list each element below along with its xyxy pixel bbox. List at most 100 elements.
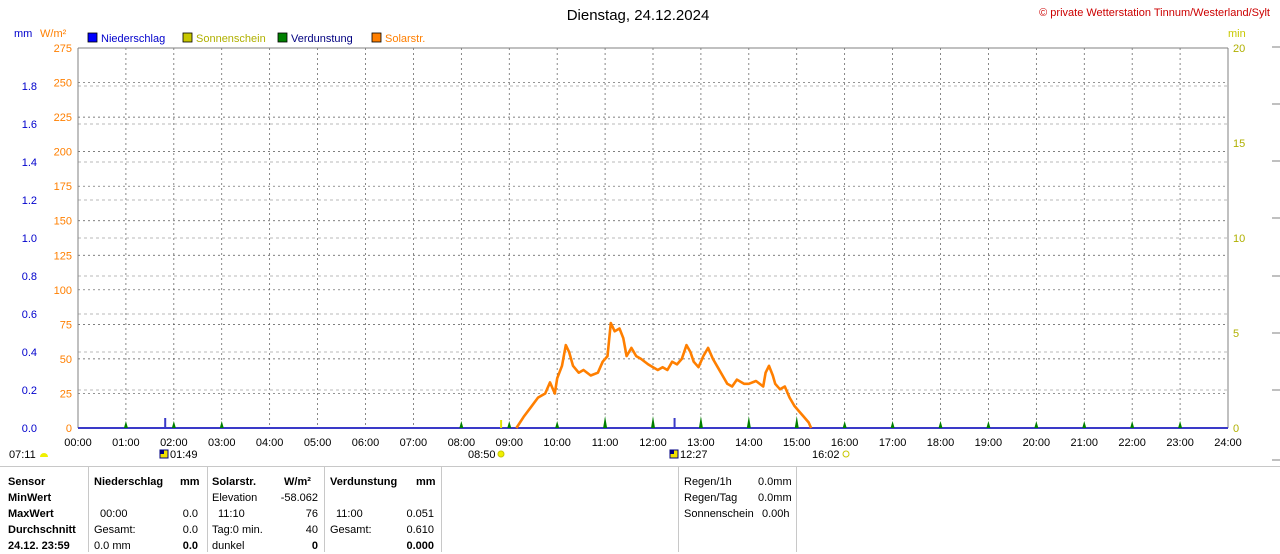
table-divider xyxy=(207,466,208,552)
x-tick-label: 03:00 xyxy=(208,437,236,449)
x-tick-label: 11:00 xyxy=(592,437,619,449)
unit-mm: mm xyxy=(14,28,32,40)
evaporation-marker xyxy=(794,416,799,428)
verdunstung-max-time: 11:00 xyxy=(336,508,363,520)
x-tick-label: 22:00 xyxy=(1118,437,1146,449)
niederschlag-max-time: 00:00 xyxy=(100,508,128,520)
astro-time-label: 16:02 xyxy=(812,449,840,461)
legend-label: Verdunstung xyxy=(291,33,353,45)
evaporation-marker xyxy=(555,421,560,428)
table-divider xyxy=(324,466,325,552)
moon-icon-shade xyxy=(160,450,164,454)
astro-time-label: 07:11 xyxy=(9,449,36,461)
moon-marker xyxy=(673,418,676,428)
astro-times: 07:11 01:49 08:50 12:27 16:02 xyxy=(9,449,850,461)
evaporation-marker xyxy=(890,421,895,428)
x-tick-label: 00:00 xyxy=(64,437,92,449)
x-tick-label: 23:00 xyxy=(1166,437,1194,449)
x-tick-label: 17:00 xyxy=(879,437,907,449)
evaporation-marker xyxy=(746,416,751,428)
y-tick-mm: 1.2 xyxy=(22,195,37,207)
x-tick-label: 24:00 xyxy=(1214,437,1242,449)
legend-swatch xyxy=(87,32,98,43)
sun-marker xyxy=(500,420,503,428)
solar-elevation-label: Elevation xyxy=(212,492,258,504)
x-tick-label: 12:00 xyxy=(639,437,667,449)
x-tick-label: 02:00 xyxy=(160,437,188,449)
rain-day-value: 0.0mm xyxy=(758,492,792,504)
x-tick-label: 18:00 xyxy=(927,437,955,449)
evaporation-marker xyxy=(507,421,512,428)
evaporation-marker xyxy=(1082,421,1087,428)
evaporation-marker xyxy=(842,421,847,428)
table-divider xyxy=(796,466,797,552)
verdunstung-unit: mm xyxy=(416,476,436,488)
verdunstung-total-label: Gesamt: xyxy=(330,524,372,536)
y-tick-mm: 0.6 xyxy=(22,309,37,321)
sunshine-value: 0.00h xyxy=(762,508,790,520)
y-tick-wm2: 275 xyxy=(54,43,72,55)
niederschlag-header: Niederschlag xyxy=(94,476,164,488)
y-tick-wm2: 75 xyxy=(60,319,72,331)
y-tick-wm2: 150 xyxy=(54,216,72,228)
rain-day-label: Regen/Tag xyxy=(684,492,738,504)
evaporation-marker xyxy=(171,421,176,428)
table-divider xyxy=(88,466,89,552)
astro-time-label: 01:49 xyxy=(170,449,198,461)
y-tick-min: 15 xyxy=(1233,138,1245,150)
table-divider xyxy=(678,466,679,552)
x-tick-label: 19:00 xyxy=(975,437,1003,449)
legend-swatch xyxy=(371,32,382,43)
y-tick-mm: 0.4 xyxy=(22,347,37,359)
copyright-text: © private Wetterstation Tinnum/Westerlan… xyxy=(1039,7,1270,19)
niederschlag-unit: mm xyxy=(180,476,200,488)
evaporation-marker xyxy=(219,421,224,428)
evaporation-marker xyxy=(698,416,703,428)
y-tick-wm2: 250 xyxy=(54,78,72,90)
sunset-icon xyxy=(842,450,850,458)
rain-1h-label: Regen/1h xyxy=(684,476,732,488)
x-tick-label: 05:00 xyxy=(304,437,332,449)
y-tick-wm2: 175 xyxy=(54,181,72,193)
y-tick-mm: 1.0 xyxy=(22,233,37,245)
evaporation-marker xyxy=(938,421,943,428)
x-tick-label: 14:00 xyxy=(735,437,763,449)
x-tick-label: 21:00 xyxy=(1070,437,1098,449)
legend-label: Niederschlag xyxy=(101,33,165,45)
weather-chart: Dienstag, 24.12.2024 © private Wettersta… xyxy=(9,7,1280,461)
verdunstung-total-value: 0.610 xyxy=(406,524,434,536)
series-layer xyxy=(515,321,813,429)
sunrise-icon xyxy=(40,453,48,457)
y-tick-mm: 0.0 xyxy=(22,423,37,435)
niederschlag-current-mm: 0.0 mm xyxy=(94,540,131,552)
solar-day-label: Tag:0 min. xyxy=(212,524,263,536)
x-tick-label: 06:00 xyxy=(352,437,380,449)
table-divider xyxy=(441,466,442,552)
data-table: Sensor MinWert MaxWert Durchschnitt 24.1… xyxy=(0,466,1280,552)
verdunstung-max-value: 0.051 xyxy=(406,508,434,520)
evaporation-marker xyxy=(603,416,608,428)
y-tick-mm: 1.6 xyxy=(22,119,37,131)
y-tick-wm2: 25 xyxy=(60,388,72,400)
x-tick-label: 13:00 xyxy=(687,437,715,449)
y-tick-min: 5 xyxy=(1233,328,1239,340)
y-tick-min: 0 xyxy=(1233,423,1239,435)
solar-current-value: 0 xyxy=(311,540,318,552)
legend-label: Sonnenschein xyxy=(196,33,266,45)
x-tick-label: 10:00 xyxy=(543,437,571,449)
niederschlag-total-value: 0.0 xyxy=(182,524,198,536)
sunshine-label: Sonnenschein xyxy=(684,508,754,520)
x-tick-label: 08:00 xyxy=(448,437,476,449)
x-tick-label: 01:00 xyxy=(112,437,140,449)
solar-max-time: 11:10 xyxy=(218,508,245,520)
x-tick-label: 07:00 xyxy=(400,437,428,449)
evaporation-marker xyxy=(651,416,655,428)
niederschlag-total-label: Gesamt: xyxy=(94,524,136,536)
solar-state: dunkel xyxy=(212,540,245,552)
solar-max-value: 76 xyxy=(305,508,318,520)
x-tick-label: 04:00 xyxy=(256,437,284,449)
y-tick-min: 10 xyxy=(1233,233,1245,245)
legend-label: Solarstr. xyxy=(385,33,425,45)
evaporation-marker xyxy=(459,421,464,428)
y-tick-wm2: 225 xyxy=(54,112,72,124)
